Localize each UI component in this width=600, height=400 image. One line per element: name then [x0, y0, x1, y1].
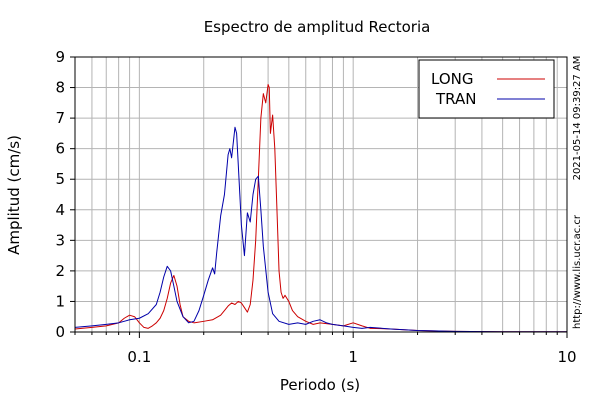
- y-tick-label: 9: [55, 48, 65, 66]
- legend-label-tran: TRAN: [435, 90, 476, 108]
- y-axis-label: Amplitud (cm/s): [5, 135, 23, 255]
- timestamp-text: 2021-05-14 09:39:27 AM: [572, 56, 583, 181]
- legend-label-long: LONG: [431, 70, 473, 88]
- y-tick-label: 6: [55, 140, 65, 158]
- ticks: 0 1 2 3 4 5 6 7 8 9 0.1 1 10: [55, 48, 576, 366]
- chart-title: Espectro de amplitud Rectoria: [204, 18, 431, 36]
- series-layer: [74, 84, 567, 333]
- y-tick-label: 4: [55, 201, 65, 219]
- x-tick-label: 10: [557, 348, 576, 366]
- y-tick-label: 8: [55, 79, 65, 97]
- x-axis-label: Periodo (s): [280, 376, 360, 394]
- y-tick-label: 1: [55, 292, 65, 310]
- source-url-text: http://www.lis.ucr.ac.cr: [572, 214, 583, 329]
- series-line-tran: [74, 126, 567, 333]
- y-tick-label: 0: [55, 323, 65, 341]
- y-tick-label: 3: [55, 231, 65, 249]
- y-tick-label: 2: [55, 262, 65, 280]
- legend: LONG TRAN: [418, 59, 555, 119]
- x-tick-label: 1: [348, 348, 358, 366]
- y-tick-label: 7: [55, 109, 65, 127]
- y-tick-label: 5: [55, 170, 65, 188]
- legend-box: [418, 59, 555, 119]
- plot-frame: [74, 56, 568, 333]
- x-tick-label: 0.1: [127, 348, 151, 366]
- series-line-long: [74, 84, 567, 333]
